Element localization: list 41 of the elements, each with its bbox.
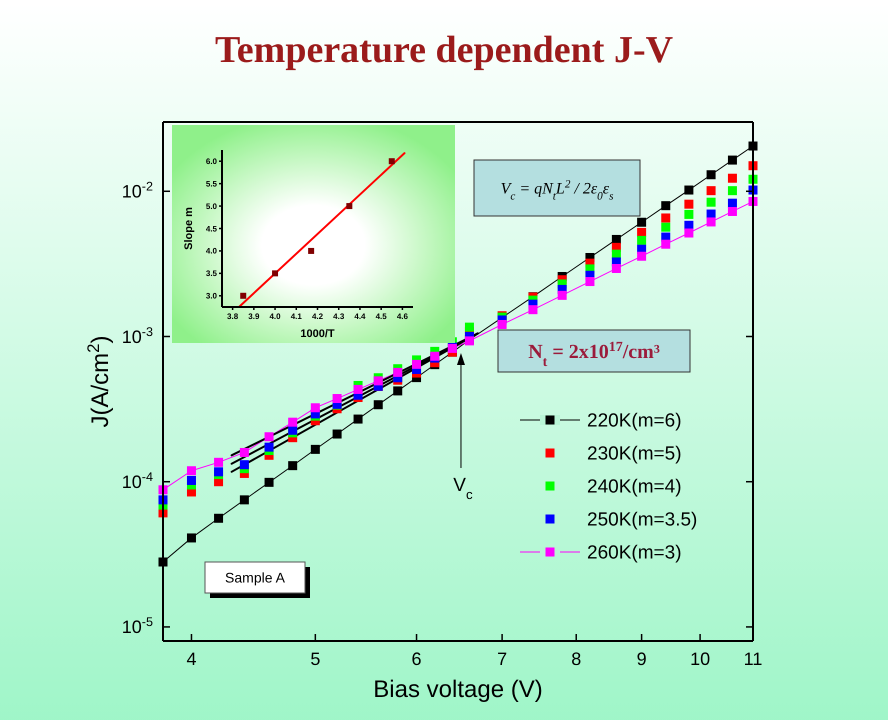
x-tick-label: 6 <box>412 649 422 669</box>
x-tick-label: 4.0 <box>269 312 282 321</box>
x-tick-label: 8 <box>571 649 582 669</box>
x-tick-label: 4 <box>186 649 196 669</box>
y-tick-label: 10$^{-5}$ <box>122 615 153 638</box>
y-tick-label: 3.5 <box>206 269 218 278</box>
x-tick-label: 4.5 <box>376 312 388 321</box>
x-tick-label: 9 <box>636 649 647 669</box>
y-tick-label: 4.0 <box>206 246 218 256</box>
x-axis-title: 1000/T <box>300 328 335 340</box>
x-tick-label: 3.8 <box>227 312 239 321</box>
legend-label: 240K(m=4) <box>587 476 682 498</box>
y-tick-label: 5.0 <box>206 202 218 211</box>
x-tick-label: 4.1 <box>290 312 302 321</box>
x-tick-label: 11 <box>744 649 762 669</box>
x-tick-label: 4.2 <box>312 312 324 321</box>
x-tick-label: 3.9 <box>248 312 260 321</box>
legend-label: 220K(m=6) <box>587 410 682 432</box>
x-tick-label: 4.4 <box>354 312 366 321</box>
annotation: N$_{t}$ = 2x10$^{17}$/cm³ <box>528 340 660 370</box>
x-tick-label: 10 <box>690 649 710 669</box>
x-tick-label: 4.6 <box>396 312 408 321</box>
y-tick-label: 6.0 <box>206 157 218 166</box>
annotation: V$_{c}$ <box>453 474 473 502</box>
legend-label: 250K(m=3.5) <box>587 510 698 531</box>
y-tick-label: 10$^{-2}$ <box>122 180 153 202</box>
x-axis-title: Bias voltage (V) <box>373 676 543 703</box>
y-tick-label: 3.0 <box>206 292 218 301</box>
y-tick-label: 10$^{-4}$ <box>122 470 153 492</box>
x-tick-label: 4.3 <box>333 312 345 321</box>
x-tick-label: 5 <box>310 649 320 669</box>
y-axis-title: Slope m <box>183 206 195 250</box>
y-tick-label: 10$^{-3}$ <box>122 324 153 347</box>
annotation: Sample A <box>225 569 286 586</box>
x-tick-label: 7 <box>497 649 508 669</box>
chart-title: Temperature dependent J-V <box>214 29 674 71</box>
text: V$_{c}$ = qN$_{t}$L$^{2}$ / 2ε$_{0}$ε$_{s}$ <box>500 178 614 203</box>
legend-label: 260K(m=3) <box>587 542 682 564</box>
y-tick-label: 4.5 <box>206 224 218 234</box>
y-tick-label: 5.5 <box>206 179 218 188</box>
legend-label: 230K(m=5) <box>587 444 682 465</box>
